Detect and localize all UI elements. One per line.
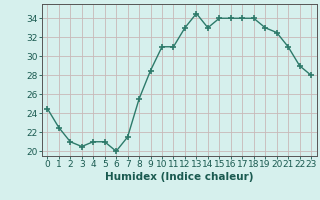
- X-axis label: Humidex (Indice chaleur): Humidex (Indice chaleur): [105, 172, 253, 182]
